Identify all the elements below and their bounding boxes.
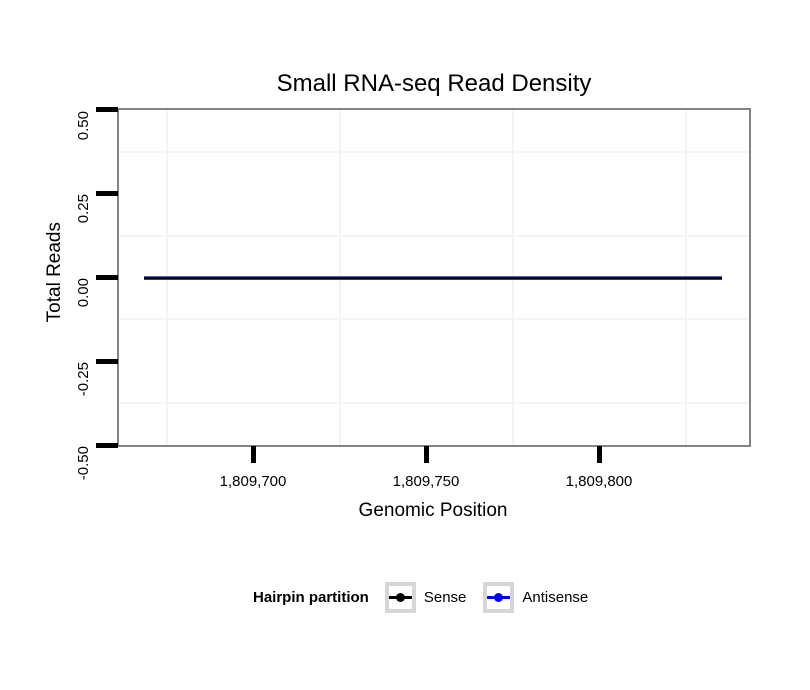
x-axis-title: Genomic Position bbox=[358, 500, 508, 521]
y-axis-tick bbox=[96, 191, 118, 196]
minor-gridline-horizontal bbox=[119, 402, 749, 404]
minor-gridline-horizontal bbox=[119, 235, 749, 237]
y-axis-tick bbox=[96, 107, 118, 112]
y-axis-tick bbox=[96, 359, 118, 364]
y-axis-tick-label: 0.50 bbox=[75, 111, 92, 141]
minor-gridline-horizontal bbox=[119, 318, 749, 320]
antisense-key-icon bbox=[483, 582, 515, 613]
antisense-point-icon bbox=[494, 593, 504, 602]
y-axis-tick bbox=[96, 443, 118, 448]
minor-gridline-horizontal bbox=[119, 151, 749, 153]
x-axis-tick bbox=[597, 446, 602, 463]
x-axis-tick bbox=[424, 446, 429, 463]
legend-label-sense: Sense bbox=[423, 589, 467, 606]
legend: Hairpin partition Sense Antisense bbox=[253, 582, 588, 613]
legend-label-antisense: Antisense bbox=[522, 589, 589, 606]
plot-panel bbox=[117, 108, 751, 447]
x-axis-tick-label: 1,809,700 bbox=[219, 473, 287, 490]
y-axis-tick-label: 0.00 bbox=[75, 278, 92, 308]
x-axis-tick-label: 1,809,800 bbox=[565, 473, 633, 490]
y-axis-tick bbox=[96, 275, 118, 280]
sense-key-icon bbox=[384, 582, 416, 613]
legend-title: Hairpin partition bbox=[253, 589, 369, 606]
x-axis-tick bbox=[251, 446, 256, 463]
sense-point-icon bbox=[395, 593, 405, 602]
y-axis-title: Total Reads bbox=[44, 222, 65, 323]
y-axis-tick-label: 0.25 bbox=[75, 194, 92, 224]
chart-title: Small RNA-seq Read Density bbox=[276, 70, 592, 97]
y-axis-tick-label: -0.25 bbox=[75, 362, 92, 397]
y-axis-tick-label: -0.50 bbox=[75, 446, 92, 481]
read-density-zero-line bbox=[144, 276, 722, 280]
x-axis-tick-label: 1,809,750 bbox=[392, 473, 460, 490]
